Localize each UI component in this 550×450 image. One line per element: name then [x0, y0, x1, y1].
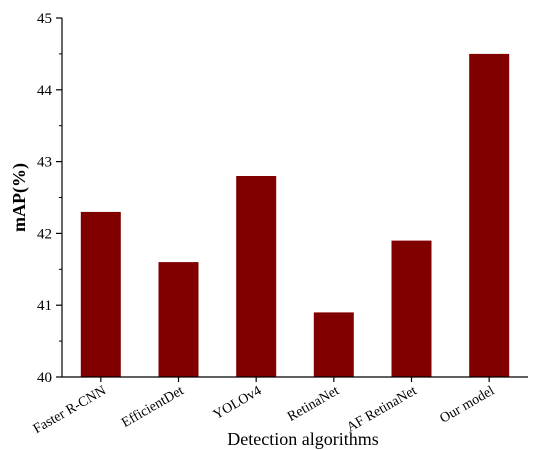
bar-retinanet — [313, 312, 354, 377]
x-tick-label: RetinaNet — [285, 383, 342, 424]
x-tick-label: Faster R-CNN — [31, 383, 109, 437]
bar-faster-r-cnn — [80, 211, 121, 377]
y-tick-label: 41 — [37, 298, 52, 314]
bar-our-model — [469, 53, 510, 378]
x-tick-label: YOLOv4 — [211, 383, 264, 422]
axes-layer — [61, 18, 528, 378]
x-tick-label: AF RetinaNet — [344, 383, 419, 435]
x-tick-label: Our model — [437, 383, 497, 426]
y-tick-label: 44 — [37, 83, 53, 99]
y-ticks: 40 41 42 43 44 45 — [37, 11, 62, 386]
x-axis-title: Detection algorithms — [227, 429, 378, 449]
bar-af-retinanet — [391, 240, 432, 377]
bars-layer — [80, 53, 510, 378]
y-tick-label: 45 — [37, 11, 52, 27]
x-tick-label: EfficientDet — [119, 383, 186, 431]
y-tick-label: 40 — [37, 370, 52, 386]
bar-yolov4 — [236, 176, 277, 377]
y-axis-title: mAP(%) — [9, 163, 30, 232]
bar-efficientdet — [158, 262, 199, 377]
y-tick-label: 42 — [37, 226, 52, 242]
y-tick-label: 43 — [37, 155, 52, 171]
